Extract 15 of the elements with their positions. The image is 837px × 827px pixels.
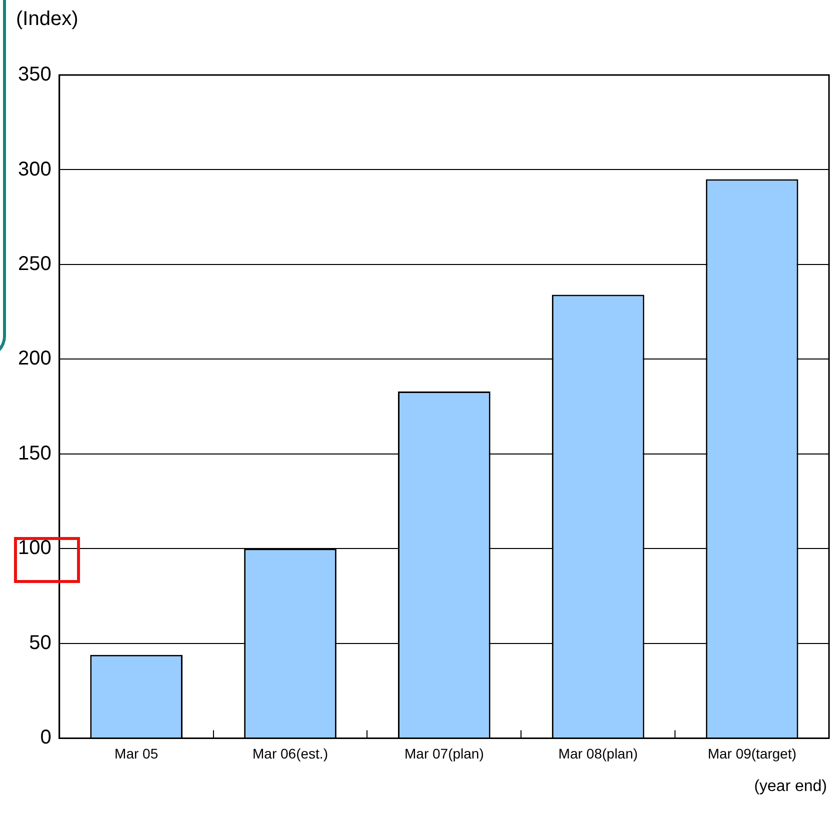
x-tick-label: Mar 08(plan)	[558, 745, 638, 762]
y-tick-label: 350	[18, 64, 52, 86]
x-tick-label: Mar 06(est.)	[252, 745, 328, 762]
x-tick-label: Mar 09(target)	[708, 745, 796, 762]
y-tick-label: 250	[18, 253, 52, 275]
y-tick-label: 100	[18, 537, 52, 560]
y-axis-title: (Index)	[16, 8, 78, 31]
x-axis-title: (year end)	[754, 778, 827, 796]
x-tick-label: Mar 07(plan)	[404, 745, 484, 762]
y-tick-label: 50	[29, 632, 52, 654]
y-tick-label: 0	[40, 726, 52, 749]
x-tick-label: Mar 05	[114, 745, 158, 762]
y-tick-label: 200	[18, 348, 52, 370]
y-tick-label: 300	[18, 158, 52, 180]
y-tick-label: 150	[18, 442, 52, 464]
